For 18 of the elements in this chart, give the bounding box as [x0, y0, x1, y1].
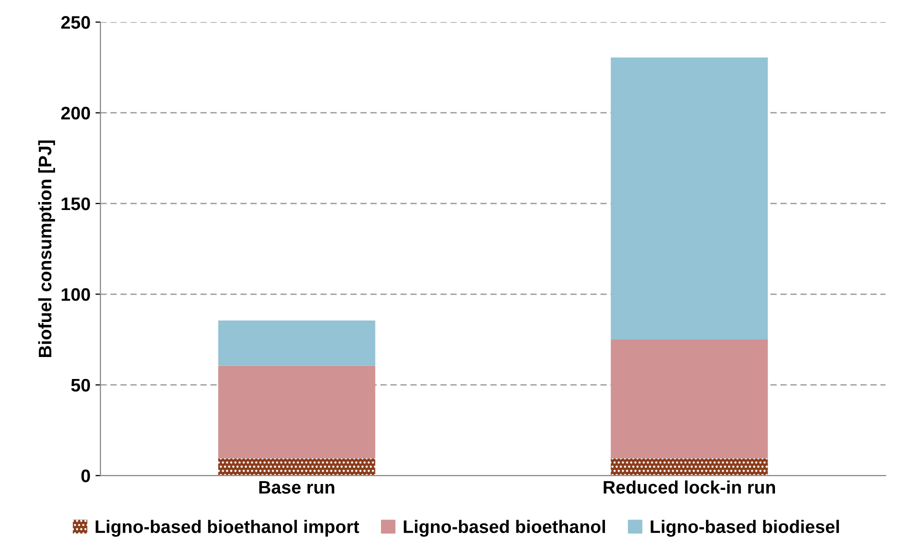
x-tick-label: Reduced lock-in run [604, 480, 775, 494]
y-tick-label: 150 [62, 197, 90, 210]
bar [218, 366, 376, 458]
bar [218, 320, 376, 366]
x-tick-label: Base run [259, 481, 334, 494]
bar [610, 458, 768, 476]
y-tick-label: 250 [61, 16, 90, 29]
legend-label: Ligno-based biodiesel [650, 520, 839, 537]
legend-label: Ligno-based bioethanol import [96, 520, 360, 537]
y-tick-label: 200 [61, 106, 90, 120]
bar [610, 340, 768, 458]
y-axis-title: Biofuel consumption [PJ] [38, 140, 56, 357]
bar [610, 57, 768, 340]
y-tick-label: 0 [81, 470, 90, 482]
bar [218, 458, 376, 476]
y-tick-label: 50 [71, 378, 90, 392]
y-tick-label: 100 [62, 288, 90, 301]
legend-label: Ligno-based bioethanol [404, 520, 605, 537]
